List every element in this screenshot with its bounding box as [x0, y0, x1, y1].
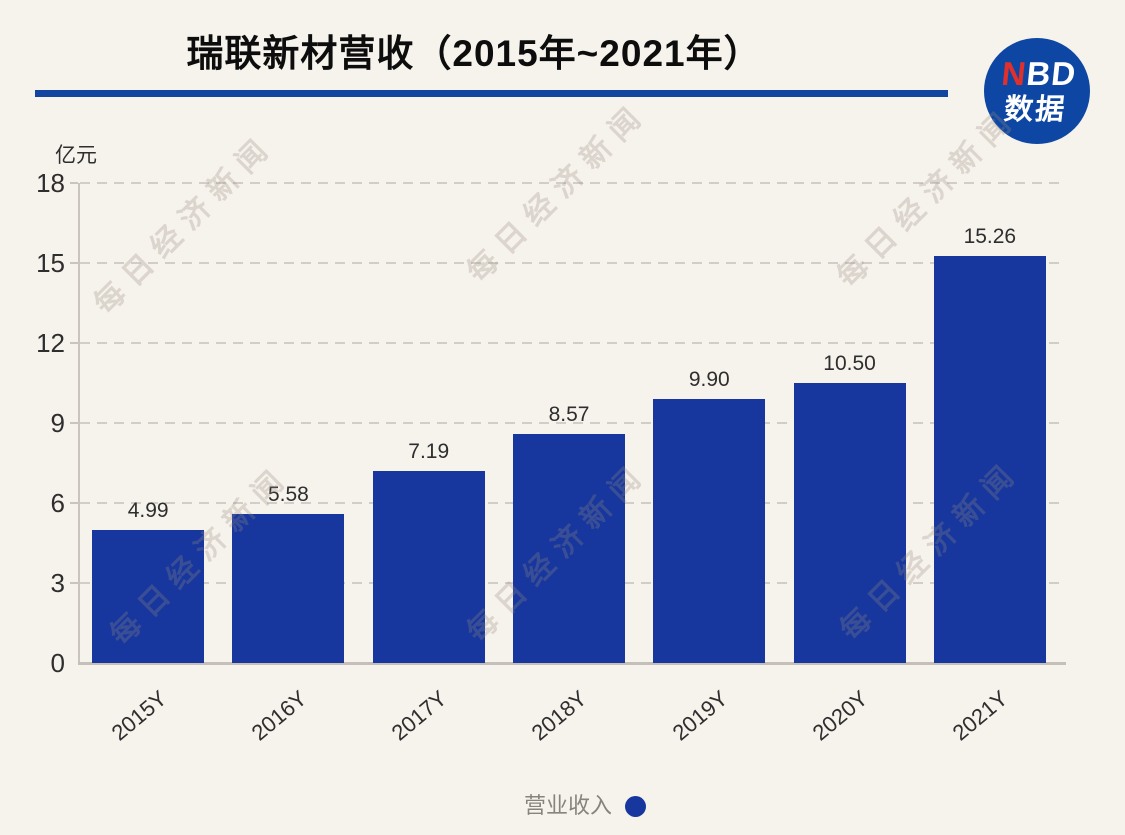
legend: 营业收入	[524, 793, 647, 819]
logo-letter-n: N	[999, 55, 1029, 92]
nbd-logo: NBD 数据	[984, 38, 1090, 144]
bar-value-label-2020Y: 10.50	[823, 352, 876, 375]
bar-value-label-2021Y: 15.26	[963, 225, 1017, 249]
y-axis-tick-label: 18	[36, 168, 65, 198]
y-axis-tick-label: 3	[50, 568, 65, 598]
bar-value-label-2016Y: 5.58	[267, 483, 309, 507]
bar-2019Y	[653, 399, 766, 663]
gridline-12	[80, 342, 1060, 344]
y-axis-tick-label: 12	[36, 328, 65, 358]
plot-area: 0 3 6 9 12 15 18 4.99 2015Y 5.58 2016Y 7.19 2017Y 8.5…	[36, 170, 1066, 746]
gridline-18	[80, 182, 1060, 184]
x-axis-label-2021Y: 2021Y	[947, 685, 1013, 746]
y-axis-tick-label: 9	[50, 408, 65, 438]
y-axis-tick-label: 15	[36, 248, 65, 278]
x-axis-label-2018Y: 2018Y	[526, 685, 592, 746]
x-axis-label-2015Y: 2015Y	[106, 685, 171, 746]
y-axis-tick	[70, 422, 78, 424]
y-axis-tick-label: 0	[50, 648, 65, 678]
bar-value-label-2019Y: 9.90	[688, 368, 730, 391]
y-axis-tick	[70, 582, 78, 584]
y-axis-tick	[70, 182, 78, 184]
bar-2020Y	[793, 383, 906, 663]
bar-2016Y	[232, 514, 345, 663]
y-axis-tick	[70, 502, 78, 504]
bar-2021Y	[933, 256, 1046, 663]
gridline-15	[80, 262, 1060, 264]
nbd-logo-text: NBD 数据	[996, 55, 1079, 126]
x-axis-label-2017Y: 2017Y	[386, 685, 452, 746]
x-axis-label-2016Y: 2016Y	[246, 685, 312, 746]
legend-label: 营业收入	[524, 793, 613, 818]
x-axis-line	[78, 662, 1066, 665]
y-axis-tick	[70, 262, 78, 264]
y-axis-tick	[70, 342, 78, 344]
x-axis-label-2019Y: 2019Y	[667, 685, 733, 746]
legend-marker-dot	[625, 795, 647, 817]
bar-2015Y	[92, 529, 205, 663]
bar-2018Y	[513, 434, 625, 663]
chart-title: 瑞联新材营收（2015年~2021年）	[186, 33, 762, 74]
logo-subtitle: 数据	[1002, 94, 1068, 126]
y-axis-line	[78, 183, 80, 663]
x-axis-label-2020Y: 2020Y	[807, 685, 873, 746]
bar-value-label-2018Y: 8.57	[548, 403, 590, 427]
bar-2017Y	[372, 471, 485, 663]
logo-letters-bd: BD	[1024, 55, 1079, 92]
y-axis-tick-label: 6	[50, 488, 65, 518]
gridline-9	[80, 422, 1060, 424]
bar-value-label-2015Y: 4.99	[127, 498, 169, 522]
bar-value-label-2017Y: 7.19	[408, 440, 450, 464]
title-divider	[35, 90, 948, 97]
y-axis-unit-label: 亿元	[55, 144, 97, 167]
